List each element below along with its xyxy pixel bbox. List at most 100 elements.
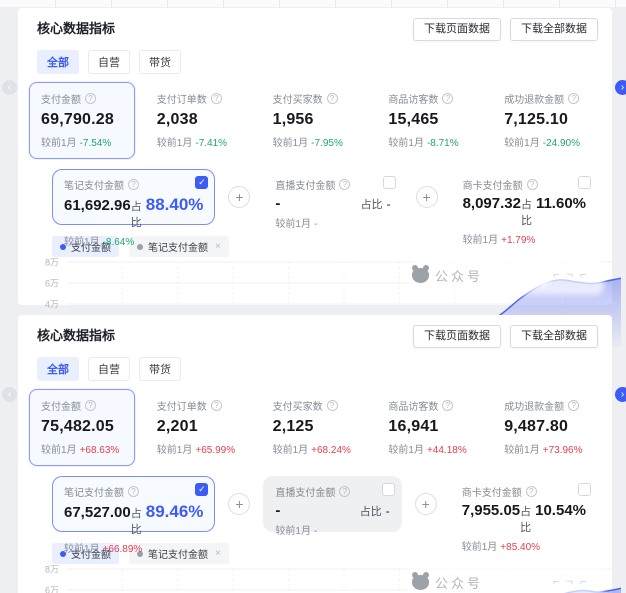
add-compare-icon[interactable]: + (415, 186, 438, 208)
metric-label: 支付买家数 (272, 402, 323, 413)
subcard-note-payment[interactable]: ✓ 笔记支付金额? 67,527.00 占比 89.46% 较前1月 +66.89… (52, 476, 216, 555)
carousel-prev-button[interactable]: ‹ (2, 80, 17, 95)
tab-all[interactable]: 全部 (37, 50, 79, 74)
info-icon[interactable]: ? (525, 486, 537, 497)
watermark: 公众号 ⌐ ¬ ⌐ (412, 566, 602, 593)
metric-change: -8.71% (426, 138, 459, 149)
metric-value: 7,125.10 (504, 111, 569, 128)
metric-card-order-count[interactable]: 支付订单数? 2,201 较前1月 +65.99% (145, 389, 251, 466)
info-icon[interactable]: ? (128, 179, 139, 190)
metric-card-product-visitors[interactable]: 商品访客数? 16,941 较前1月 +44.18% (376, 389, 482, 466)
info-icon[interactable]: ? (85, 93, 96, 104)
compare-label: 较前1月 (388, 445, 424, 456)
carousel-prev-button[interactable]: ‹ (2, 387, 17, 402)
info-icon[interactable]: ? (326, 93, 338, 104)
info-icon[interactable]: ? (85, 400, 96, 411)
background-page-edge (0, 0, 626, 7)
info-icon[interactable]: ? (526, 179, 538, 190)
checkbox-unchecked-icon[interactable] (578, 483, 591, 496)
metric-card-buyer-count[interactable]: 支付买家数? 1,956 较前1月 -7.95% (261, 82, 367, 159)
legend-payment-amount[interactable]: 支付金额 (52, 543, 119, 564)
subcard-ratio: 88.40% (145, 195, 204, 214)
carousel-next-button[interactable]: › (615, 387, 626, 402)
metric-card-order-count[interactable]: 支付订单数? 2,038 较前1月 -7.41% (145, 82, 251, 159)
subcard-product-card-payment[interactable]: 商卡支付金额? 7,955.05 占比 10.54% 较前1月 +85.40% (450, 476, 598, 553)
tab-all[interactable]: 全部 (37, 357, 79, 381)
info-icon[interactable]: ? (128, 486, 139, 497)
compare-label: 较前1月 (156, 445, 193, 456)
subcard-live-payment[interactable]: 直播支付金额? - 占比 - 较前1月 - (263, 169, 402, 230)
add-compare-icon[interactable]: + (228, 493, 251, 515)
page-title: 核心数据指标 (37, 328, 116, 343)
metric-change: +65.99% (195, 445, 236, 456)
subcard-change: -8.64% (102, 237, 135, 248)
checkbox-unchecked-icon[interactable] (382, 176, 396, 189)
metric-label: 成功退款金额 (504, 402, 565, 413)
chart-legend: 支付金额 笔记支付金额 × (52, 236, 598, 257)
info-icon[interactable]: ? (442, 400, 454, 411)
download-page-data-button[interactable]: 下载页面数据 (413, 18, 501, 41)
watermark-text: 公众号 (435, 268, 484, 284)
tab-self-operated[interactable]: 自营 (88, 50, 130, 74)
page-title: 核心数据指标 (37, 21, 116, 36)
metric-card-product-visitors[interactable]: 商品访客数? 15,465 较前1月 -8.71% (376, 82, 482, 159)
tab-self-operated[interactable]: 自营 (88, 357, 130, 381)
checkbox-checked-icon[interactable]: ✓ (195, 483, 209, 496)
checkbox-checked-icon[interactable]: ✓ (195, 176, 209, 189)
series-dot-icon (137, 243, 143, 250)
info-icon[interactable]: ? (568, 93, 580, 104)
y-axis: 8万 6万 4万 2万 0 (29, 565, 63, 593)
watermark-ghost: ⌐ ¬ ⌐ (553, 269, 589, 281)
series-dot-icon (137, 550, 143, 557)
subcard-ratio: - (385, 504, 390, 518)
carousel-next-button[interactable]: › (615, 80, 626, 95)
metric-card-refund-amount[interactable]: 成功退款金额? 9,487.80 较前1月 +73.96% (492, 389, 598, 466)
subcard-label: 商卡支付金额 (461, 488, 522, 499)
metric-label: 支付订单数 (156, 402, 207, 413)
info-icon[interactable]: ? (326, 400, 338, 411)
metric-card-payment-amount[interactable]: 支付金额? 69,790.28 较前1月 -7.54% (29, 82, 135, 159)
checkbox-unchecked-icon[interactable] (381, 483, 395, 496)
subcard-ratio: 11.60% (535, 195, 586, 212)
legend-payment-amount[interactable]: 支付金额 (52, 236, 119, 257)
metric-value: 9,487.80 (504, 418, 569, 435)
metric-change: +73.96% (542, 445, 583, 456)
info-icon[interactable]: ? (210, 400, 222, 411)
legend-note-payment-amount[interactable]: 笔记支付金额 × (129, 543, 229, 564)
tab-affiliate[interactable]: 带货 (139, 357, 181, 381)
info-icon[interactable]: ? (339, 179, 351, 190)
download-page-data-button[interactable]: 下载页面数据 (413, 325, 501, 348)
subcard-product-card-payment[interactable]: 商卡支付金额? 8,097.32 占比 11.60% 较前1月 +1.79% (451, 169, 598, 246)
add-compare-icon[interactable]: + (228, 186, 251, 208)
add-compare-icon[interactable]: + (414, 493, 437, 515)
metric-label: 支付买家数 (272, 95, 323, 106)
metric-card-buyer-count[interactable]: 支付买家数? 2,125 较前1月 +68.24% (261, 389, 367, 466)
subcard-note-payment[interactable]: ✓ 笔记支付金额? 61,692.96 占比 88.40% 较前1月 -8.64% (52, 169, 216, 248)
ratio-label: 占比 (130, 508, 142, 536)
download-all-data-button[interactable]: 下载全部数据 (510, 18, 598, 41)
subcard-label: 商卡支付金额 (462, 181, 523, 192)
compare-label: 较前1月 (156, 138, 193, 149)
metric-value: 15,465 (388, 111, 439, 128)
info-icon[interactable]: ? (442, 93, 454, 104)
info-icon[interactable]: ? (210, 93, 222, 104)
info-icon[interactable]: ? (568, 400, 580, 411)
compare-label: 较前1月 (41, 138, 77, 149)
ratio-label: 占比 (360, 199, 383, 211)
download-all-data-button[interactable]: 下载全部数据 (510, 325, 598, 348)
metric-label: 成功退款金额 (504, 95, 565, 106)
checkbox-unchecked-icon[interactable] (578, 176, 591, 189)
metric-card-payment-amount[interactable]: 支付金额? 75,482.05 较前1月 +68.63% (29, 389, 135, 466)
y-tick: 8万 (44, 257, 59, 268)
remove-series-icon[interactable]: × (215, 241, 221, 252)
metric-change: +44.18% (426, 445, 467, 456)
metric-value: 2,201 (156, 418, 198, 435)
metric-card-refund-amount[interactable]: 成功退款金额? 7,125.10 较前1月 -24.90% (492, 82, 598, 159)
subcard-value: 8,097.32 (462, 195, 521, 212)
info-icon[interactable]: ? (339, 486, 351, 497)
tab-affiliate[interactable]: 带货 (139, 50, 181, 74)
ratio-label: 占比 (359, 506, 382, 518)
legend-note-payment-amount[interactable]: 笔记支付金额 × (129, 236, 229, 257)
subcard-live-payment[interactable]: 直播支付金额? - 占比 - 较前1月 - (263, 476, 402, 537)
remove-series-icon[interactable]: × (215, 548, 221, 559)
